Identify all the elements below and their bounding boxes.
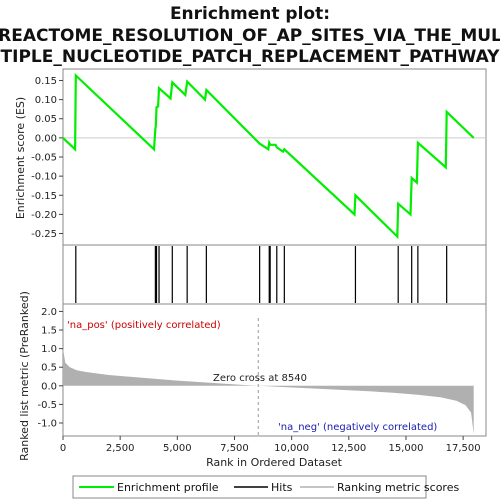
es-y-tick-label: 0.10: [35, 95, 57, 106]
x-tick-label: 12,500: [331, 443, 366, 454]
chart-title-line-2: REACTOME_RESOLUTION_OF_AP_SITES_VIA_THE_…: [0, 26, 500, 46]
metric-y-tick-label: 2.0: [41, 307, 57, 318]
hit-markers: [75, 246, 448, 303]
es-y-tick-label: 0.05: [35, 114, 57, 125]
chart-title-line-3: TIPLE_NUCLEOTIDE_PATCH_REPLACEMENT_PATHW…: [1, 47, 500, 67]
es-y-tick-label: 0.15: [35, 76, 57, 87]
neg-correlated-label: 'na_neg' (negatively correlated): [278, 422, 437, 433]
metric-panel: [62, 303, 487, 437]
legend-metric-label: Ranking metric scores: [337, 481, 459, 494]
x-tick-label: 5,000: [163, 443, 192, 454]
chart-title-line-1: Enrichment plot:: [170, 4, 330, 24]
x-axis-label: Rank in Ordered Dataset: [206, 456, 343, 469]
hits-panel: [62, 244, 487, 305]
metric-y-tick-label: 1.5: [41, 326, 57, 337]
metric-y-tick-label: -1.0: [37, 418, 57, 429]
es-y-tick-label: -0.10: [31, 172, 57, 183]
x-tick-label: 7,500: [220, 443, 249, 454]
metric-y-tick-label: -0.5: [37, 400, 57, 411]
legend-enrichment-label: Enrichment profile: [117, 481, 219, 494]
metric-y-tick-label: 0.5: [41, 363, 57, 374]
x-tick-label: 0: [60, 443, 66, 454]
es-y-tick-label: -0.05: [31, 153, 57, 164]
metric-y-tick-label: 0.0: [41, 381, 57, 392]
es-y-tick-label: 0.00: [35, 133, 57, 144]
metric-y-tick-label: 1.0: [41, 344, 57, 355]
es-panel: [62, 68, 487, 246]
es-y-axis: 0.15 0.10 0.05 0.00 -0.05 -0.10 -0.15 -0.20 -0.2…: [31, 76, 63, 240]
es-y-tick-label: -0.20: [31, 210, 57, 221]
x-tick-label: 17,500: [446, 443, 481, 454]
legend-hits-label: Hits: [271, 481, 293, 494]
es-y-axis-label: Enrichment score (ES): [14, 97, 27, 219]
metric-y-axis-label: Ranked list metric (PreRanked): [18, 291, 31, 461]
enrichment-profile-line: [62, 72, 475, 240]
x-tick-label: 15,000: [388, 443, 423, 454]
zero-cross-label: Zero cross at 8540: [213, 373, 307, 384]
x-tick-label: 2,500: [106, 443, 135, 454]
es-y-tick-label: -0.25: [31, 229, 57, 240]
ranking-metric-area: [63, 348, 474, 435]
metric-y-axis: 2.0 1.5 1.0 0.5 0.0 -0.5 -1.0: [37, 307, 63, 429]
x-axis: 0 2,500 5,000 7,500 10,000 12,500 15,000 17,500: [60, 436, 481, 454]
es-y-tick-label: -0.15: [31, 191, 57, 202]
x-tick-label: 10,000: [274, 443, 309, 454]
pos-correlated-label: 'na_pos' (positively correlated): [67, 320, 221, 331]
